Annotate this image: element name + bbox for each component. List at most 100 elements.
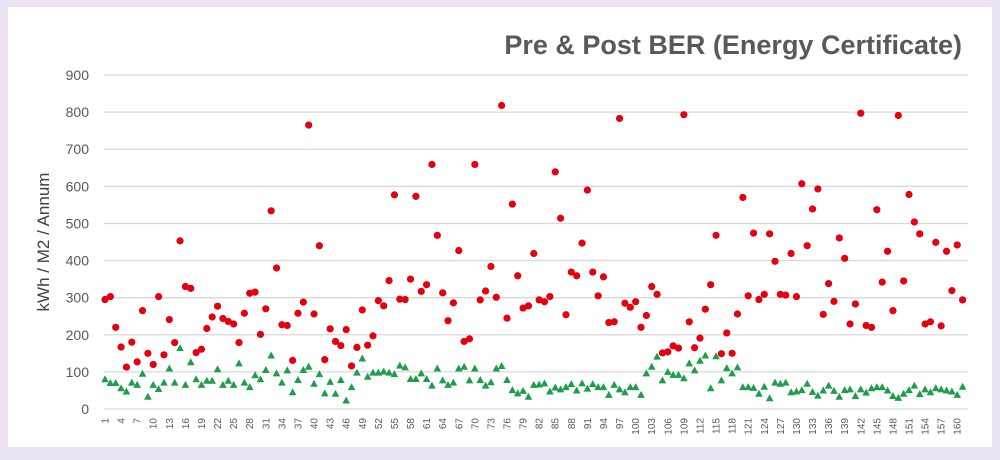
pre-point [203, 324, 211, 333]
pre-point [589, 268, 597, 276]
post-point [256, 375, 265, 383]
pre-point [948, 287, 956, 295]
pre-point [423, 281, 431, 289]
pre-point [851, 300, 860, 308]
post-point [487, 378, 495, 386]
pre-point [739, 193, 747, 202]
post-point [878, 383, 886, 391]
pre-point [798, 180, 806, 188]
x-tick-label: 79 [519, 418, 530, 430]
pre-point [315, 242, 323, 250]
post-point [562, 383, 570, 391]
post-point [208, 376, 216, 384]
x-tick-label: 4 [117, 418, 128, 424]
pre-point [444, 317, 452, 325]
x-tick-label: 124 [760, 418, 771, 435]
pre-point [530, 249, 538, 258]
post-point [342, 396, 350, 404]
pre-point [883, 247, 892, 255]
post-point [310, 379, 318, 387]
x-tick-label: 37 [293, 418, 304, 430]
post-point [224, 376, 233, 384]
post-point [513, 389, 522, 397]
pre-point [401, 295, 409, 304]
pre-point [841, 254, 849, 262]
x-tick-label: 40 [310, 418, 321, 430]
post-point [508, 386, 517, 394]
x-tick-label: 61 [422, 418, 433, 430]
post-point [320, 389, 329, 397]
pre-point [380, 302, 388, 310]
post-point [454, 364, 463, 372]
post-point [626, 383, 635, 391]
pre-point [112, 323, 120, 331]
pre-point [508, 200, 516, 208]
post-point [106, 379, 115, 387]
pre-point [358, 306, 366, 314]
pre-point [197, 345, 206, 353]
post-point [476, 376, 484, 384]
y-tick-label: 900 [66, 67, 90, 83]
post-point [267, 351, 275, 359]
pre-point [546, 292, 554, 301]
pre-point [406, 275, 415, 283]
pre-point [498, 101, 506, 110]
post-point [926, 388, 935, 396]
x-tick-label: 142 [856, 418, 867, 435]
pre-point [144, 349, 152, 357]
pre-point [471, 160, 479, 169]
post-point [744, 383, 752, 391]
x-tick-label: 100 [631, 418, 642, 435]
post-point [186, 358, 195, 366]
post-point [128, 378, 136, 386]
pre-point [524, 302, 533, 310]
post-point [814, 391, 822, 399]
pre-point [819, 310, 827, 318]
pre-point [133, 358, 141, 366]
pre-point [187, 284, 195, 292]
pre-point [583, 186, 592, 194]
x-tick-label: 148 [888, 418, 899, 435]
pre-point [664, 348, 672, 356]
post-point [149, 380, 158, 388]
x-tick-label: 145 [872, 418, 883, 435]
post-point [390, 370, 399, 378]
post-point [642, 369, 651, 377]
pre-point [176, 237, 184, 245]
pre-point [230, 320, 238, 328]
post-point [304, 362, 313, 370]
pre-point [959, 296, 967, 304]
post-point [749, 383, 758, 391]
post-point [229, 380, 238, 388]
pre-point [439, 289, 447, 297]
x-tick-label: 94 [599, 418, 610, 430]
pre-point [278, 321, 286, 329]
pre-point [867, 323, 876, 331]
pre-point [251, 288, 259, 296]
post-point [615, 385, 624, 393]
x-tick-label: 106 [663, 418, 674, 435]
post-point [883, 386, 892, 394]
post-point [535, 380, 543, 388]
post-point [251, 371, 259, 379]
pre-point [208, 313, 216, 321]
pre-point [610, 318, 618, 326]
pre-point [674, 344, 683, 352]
pre-point [246, 289, 254, 297]
post-point [331, 389, 340, 397]
post-point [181, 380, 190, 388]
x-tick-label: 13 [165, 418, 176, 430]
post-point [733, 363, 742, 371]
pre-point [353, 343, 361, 351]
y-tick-label: 600 [66, 178, 90, 194]
pre-point [728, 349, 736, 357]
post-point [798, 386, 806, 394]
x-tick-label: 91 [583, 418, 594, 430]
post-point [299, 366, 308, 374]
x-tick-label: 85 [551, 418, 562, 430]
post-point [669, 370, 677, 378]
pre-point [889, 307, 897, 315]
pre-point [272, 264, 281, 272]
x-tick-label: 160 [953, 418, 964, 435]
pre-point [648, 282, 656, 291]
